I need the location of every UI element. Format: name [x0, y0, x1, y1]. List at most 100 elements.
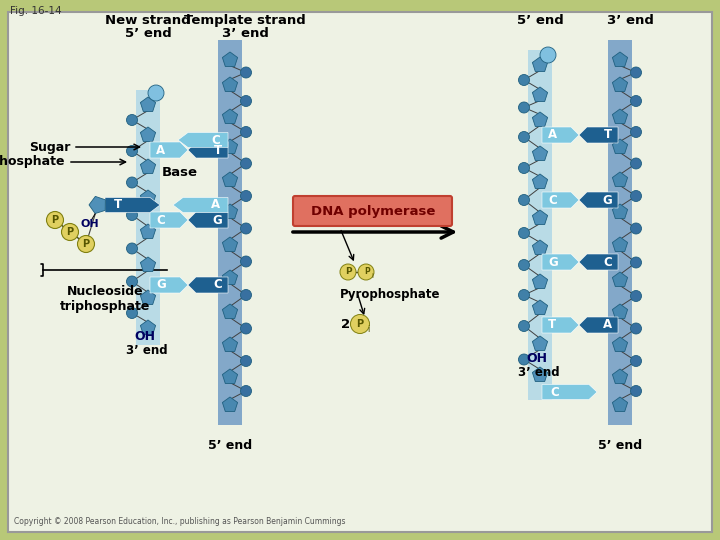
FancyArrow shape: [150, 142, 188, 158]
Polygon shape: [532, 210, 548, 225]
Polygon shape: [222, 369, 238, 383]
Text: P: P: [82, 239, 89, 249]
Polygon shape: [140, 290, 156, 305]
Text: T: T: [114, 199, 122, 212]
Text: T: T: [548, 319, 556, 332]
Circle shape: [47, 212, 63, 228]
Text: C: C: [603, 255, 612, 268]
Circle shape: [127, 276, 138, 287]
Text: A: A: [211, 199, 220, 212]
Polygon shape: [532, 146, 548, 160]
Polygon shape: [613, 139, 628, 153]
Text: P: P: [345, 267, 351, 276]
Circle shape: [78, 235, 94, 253]
Text: Phosphate: Phosphate: [0, 156, 65, 168]
Circle shape: [518, 132, 529, 143]
Circle shape: [631, 291, 642, 301]
Bar: [528, 50, 552, 400]
Text: OH: OH: [526, 352, 547, 365]
FancyArrow shape: [542, 127, 579, 143]
Polygon shape: [140, 97, 156, 111]
Text: OH: OH: [81, 219, 99, 229]
Polygon shape: [222, 337, 238, 352]
Circle shape: [631, 96, 642, 106]
FancyArrow shape: [579, 317, 618, 333]
Circle shape: [518, 289, 529, 300]
Circle shape: [518, 227, 529, 239]
Circle shape: [631, 257, 642, 268]
Polygon shape: [222, 397, 238, 411]
Polygon shape: [532, 57, 548, 71]
Polygon shape: [532, 367, 548, 381]
Text: P: P: [364, 267, 370, 276]
Circle shape: [518, 102, 529, 113]
Polygon shape: [613, 272, 628, 287]
Circle shape: [631, 386, 642, 396]
Text: 3’ end: 3’ end: [222, 27, 269, 40]
Polygon shape: [613, 369, 628, 383]
Circle shape: [240, 289, 251, 300]
Polygon shape: [89, 197, 105, 213]
Polygon shape: [222, 77, 238, 91]
Polygon shape: [613, 109, 628, 124]
Text: Base: Base: [162, 166, 198, 179]
Bar: [218, 40, 242, 425]
Polygon shape: [222, 139, 238, 153]
FancyArrow shape: [178, 132, 228, 147]
Circle shape: [240, 67, 251, 78]
Text: 5’ end: 5’ end: [598, 439, 642, 452]
Polygon shape: [613, 204, 628, 219]
Text: 5’ end: 5’ end: [125, 27, 171, 40]
Circle shape: [518, 75, 529, 85]
FancyArrow shape: [579, 254, 618, 270]
Text: P: P: [356, 319, 364, 329]
Polygon shape: [532, 240, 548, 254]
Circle shape: [351, 314, 369, 334]
Polygon shape: [140, 257, 156, 272]
Text: Copyright © 2008 Pearson Education, Inc., publishing as Pearson Benjamin Cumming: Copyright © 2008 Pearson Education, Inc.…: [14, 517, 346, 526]
Circle shape: [631, 67, 642, 78]
Text: i: i: [367, 326, 369, 334]
Circle shape: [148, 85, 164, 101]
FancyArrow shape: [150, 277, 188, 293]
Circle shape: [540, 47, 556, 63]
Text: i: i: [371, 273, 373, 279]
Text: DNA polymerase: DNA polymerase: [311, 205, 435, 218]
Circle shape: [240, 386, 251, 396]
FancyArrow shape: [188, 277, 228, 293]
Circle shape: [240, 223, 251, 234]
Circle shape: [240, 126, 251, 138]
FancyArrow shape: [188, 212, 228, 228]
Circle shape: [518, 163, 529, 173]
Circle shape: [340, 264, 356, 280]
Circle shape: [631, 223, 642, 234]
Polygon shape: [222, 237, 238, 252]
FancyBboxPatch shape: [8, 12, 712, 532]
Text: Template strand: Template strand: [184, 14, 306, 27]
Polygon shape: [222, 204, 238, 219]
Text: T: T: [604, 129, 612, 141]
Polygon shape: [532, 112, 548, 126]
Text: OH: OH: [134, 329, 155, 342]
Circle shape: [631, 323, 642, 334]
Polygon shape: [140, 159, 156, 173]
FancyArrow shape: [150, 212, 188, 228]
Polygon shape: [140, 127, 156, 141]
Polygon shape: [613, 337, 628, 352]
Polygon shape: [613, 397, 628, 411]
Polygon shape: [222, 304, 238, 319]
Text: Sugar: Sugar: [29, 140, 70, 153]
Polygon shape: [140, 320, 156, 334]
Text: T: T: [214, 144, 222, 157]
Polygon shape: [532, 274, 548, 288]
FancyArrow shape: [579, 192, 618, 208]
Circle shape: [518, 354, 529, 365]
Circle shape: [631, 191, 642, 201]
Bar: [608, 40, 632, 425]
FancyArrow shape: [542, 317, 579, 333]
Text: A: A: [603, 319, 612, 332]
Polygon shape: [140, 190, 156, 205]
Circle shape: [240, 191, 251, 201]
Circle shape: [240, 256, 251, 267]
Polygon shape: [222, 52, 238, 66]
